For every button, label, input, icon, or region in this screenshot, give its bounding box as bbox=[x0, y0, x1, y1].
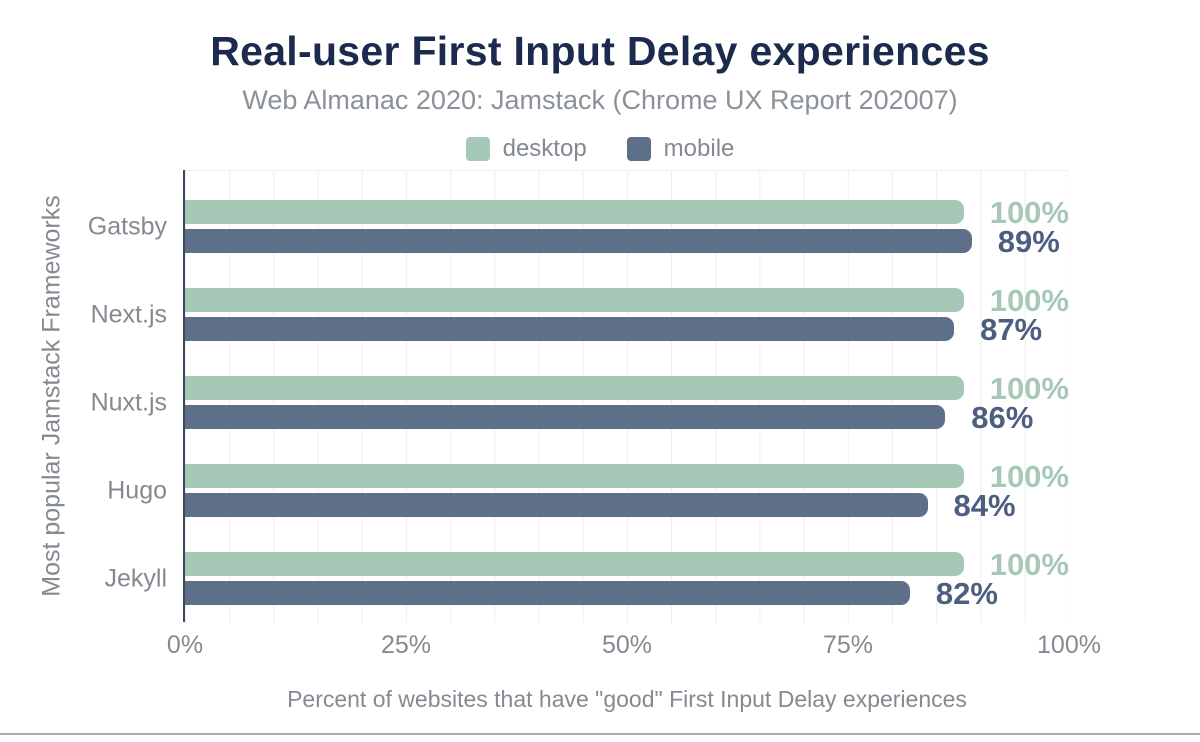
desktop-value-label: 100% bbox=[989, 546, 1069, 582]
x-tick-label: 50% bbox=[601, 631, 653, 659]
chart-subtitle: Web Almanac 2020: Jamstack (Chrome UX Re… bbox=[242, 85, 958, 115]
legend-label-desktop: desktop bbox=[502, 135, 587, 162]
x-axis-ticks: 0% 25% 50% 75% 100% bbox=[167, 631, 1101, 661]
desktop-bar bbox=[185, 464, 964, 488]
plot-area: 100% 89% Gatsby 100% 87% Next.js 100% 86% Nuxt.j… bbox=[88, 170, 1069, 623]
category-label: Hugo bbox=[107, 476, 167, 504]
mobile-bar-line: 84% bbox=[185, 490, 1069, 521]
mobile-value-label: 82% bbox=[935, 575, 998, 611]
mobile-bar bbox=[185, 317, 955, 341]
x-tick-label: 100% bbox=[1037, 631, 1101, 659]
legend-swatch-mobile bbox=[626, 137, 651, 161]
mobile-bar-line: 89% bbox=[185, 226, 1069, 257]
desktop-bar-line: 100% bbox=[185, 461, 1069, 492]
desktop-bar bbox=[185, 200, 964, 224]
mobile-value-label: 86% bbox=[971, 399, 1034, 435]
category-label: Gatsby bbox=[87, 212, 167, 240]
category-label: Next.js bbox=[90, 300, 167, 328]
desktop-bar bbox=[185, 552, 964, 576]
bar-group: 100% 89% bbox=[185, 197, 1069, 257]
mobile-bar bbox=[185, 229, 972, 253]
chart-title: Real-user First Input Delay experiences bbox=[210, 28, 990, 74]
desktop-value-label: 100% bbox=[989, 282, 1069, 318]
legend-swatch-desktop bbox=[465, 137, 490, 161]
y-axis-title: Most popular Jamstack Frameworks bbox=[37, 195, 66, 597]
mobile-bar bbox=[185, 493, 928, 517]
mobile-value-label: 89% bbox=[997, 223, 1060, 259]
mobile-bar-line: 82% bbox=[185, 578, 1069, 609]
desktop-bar-line: 100% bbox=[185, 549, 1069, 580]
category-label: Nuxt.js bbox=[90, 388, 167, 416]
desktop-value-label: 100% bbox=[989, 370, 1069, 406]
bar-group: 100% 82% bbox=[185, 549, 1069, 609]
legend-item-mobile: mobile bbox=[626, 135, 735, 163]
mobile-bar-line: 86% bbox=[185, 402, 1069, 433]
bar-group: 100% 84% bbox=[185, 461, 1069, 521]
mobile-bar bbox=[185, 581, 910, 605]
mobile-value-label: 84% bbox=[953, 487, 1016, 523]
desktop-value-label: 100% bbox=[989, 458, 1069, 494]
bar-group: 100% 86% bbox=[185, 373, 1069, 433]
mobile-value-label: 87% bbox=[980, 311, 1043, 347]
legend-label-mobile: mobile bbox=[663, 135, 735, 162]
desktop-bar bbox=[185, 376, 964, 400]
legend-item-desktop: desktop bbox=[465, 135, 587, 163]
desktop-bar-line: 100% bbox=[185, 285, 1069, 316]
x-axis-title: Percent of websites that have "good" Fir… bbox=[287, 686, 967, 712]
x-tick-label: 25% bbox=[380, 631, 432, 659]
desktop-bar bbox=[185, 288, 964, 312]
desktop-bar-line: 100% bbox=[185, 373, 1069, 404]
desktop-value-label: 100% bbox=[989, 194, 1069, 230]
x-tick-label: 0% bbox=[166, 631, 204, 659]
category-label: Jekyll bbox=[104, 564, 167, 592]
bar-group: 100% 87% bbox=[185, 285, 1069, 345]
mobile-bar bbox=[185, 405, 946, 429]
mobile-bar-line: 87% bbox=[185, 314, 1069, 345]
x-tick-label: 75% bbox=[822, 631, 874, 659]
figure-bottom-border bbox=[0, 733, 1200, 735]
y-axis-line bbox=[183, 170, 185, 622]
desktop-bar-line: 100% bbox=[185, 197, 1069, 228]
legend: desktop mobile bbox=[0, 134, 1200, 164]
